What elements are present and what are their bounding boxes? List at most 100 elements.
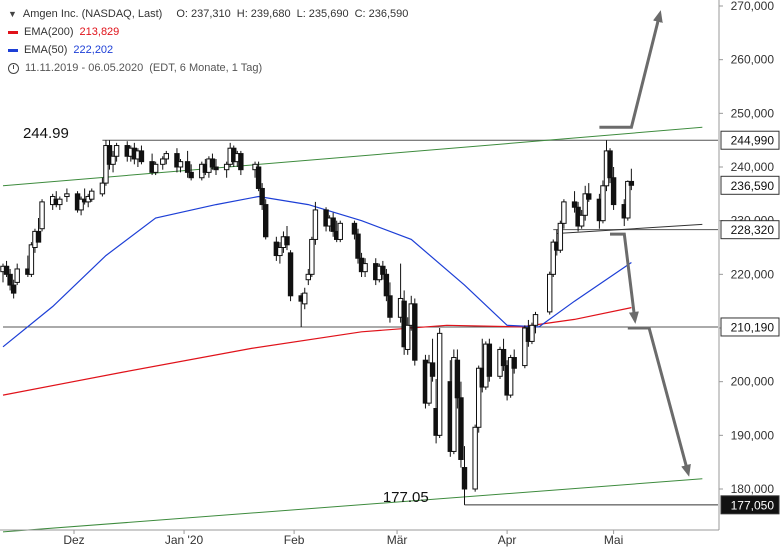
candle-body [547,273,553,313]
candle-body [57,198,63,206]
price-box-label: 244,990 [731,134,775,148]
candle [287,250,294,302]
y-tick-label: 260,000 [731,53,775,67]
ohlc-low: L: 235,690 [296,8,349,20]
candle-body [302,292,308,305]
price-box-label: 210,190 [731,320,775,334]
x-tick-label: Dez [63,533,84,547]
candle-body [138,150,145,163]
candle [305,268,312,286]
ema50-value: 222,202 [73,44,114,56]
candle-body [578,214,585,227]
candle [571,191,578,213]
candle [160,156,166,170]
y-tick-label: 190,000 [731,428,775,442]
price-box-label: 177,050 [731,498,775,512]
candle-body [238,153,244,171]
candle [263,199,269,240]
legend-period-row: 11.11.2019 - 06.05.2020 (EDT, 6 Monate, … [8,59,408,77]
candle [628,168,635,191]
candle [458,381,464,468]
candle [355,228,361,264]
candle [138,145,145,165]
price-box [720,220,780,240]
candle-body [458,397,464,460]
candle-body [607,150,613,179]
candle [550,239,556,278]
legend-ema50-row[interactable]: EMA(50) 222,202 [8,41,408,59]
x-tick-label: Mai [604,533,623,547]
candle [14,263,20,286]
candle-body [263,204,269,238]
candle-body [507,357,514,396]
candle [522,325,528,369]
candle [35,217,42,243]
candle-body [387,295,393,318]
candle [578,209,585,229]
candle-body [10,284,17,294]
legend-ema200-row[interactable]: EMA(200) 213,829 [8,23,408,41]
ohlc-high: H: 239,680 [236,8,291,20]
candle [486,338,493,382]
ema200-swatch [8,30,18,34]
candle [89,188,95,202]
y-tick-label: 270,000 [731,0,775,13]
candles-layer [0,140,635,505]
trendline-2 [556,223,703,235]
x-tick-label: Feb [284,533,305,547]
candle [28,242,35,278]
candle [500,338,507,371]
candle [557,220,564,253]
candle-body [99,182,106,195]
candle-body [89,190,95,200]
candle [405,317,411,355]
candle [461,446,468,505]
chevron-down-icon[interactable]: ▼ [8,9,17,19]
candle [106,140,113,170]
candle [188,164,194,181]
candle-body [188,171,194,179]
candle-body [571,201,578,208]
price-box [720,495,780,515]
candle-body [28,244,35,275]
candle-body [412,303,418,361]
candle-body [305,273,312,281]
y-tick-label: 250,000 [731,106,775,120]
candle [436,328,443,439]
x-tick-label: Mär [387,533,408,547]
candle-body [383,273,390,297]
price-box-label: 236,590 [731,179,775,193]
ema200-label: EMA(200) [24,26,74,38]
candle [380,260,386,280]
candle [7,268,13,291]
candle [547,271,553,315]
candle [607,148,613,184]
candle [302,287,308,310]
candle-body [628,180,635,186]
y-axis-panel [719,0,780,530]
price-box-label: 228,320 [731,223,775,237]
y-tick-label: 200,000 [731,375,775,389]
candle [284,226,290,251]
candle [426,354,432,406]
chart-overlays [2,10,718,533]
candle [238,150,244,176]
candle-body [78,198,84,211]
candle [383,268,390,302]
price-box [720,317,780,337]
candle [529,322,535,345]
candle-body [35,230,42,243]
candle-body [500,348,507,367]
candle [312,201,319,245]
candle-body [429,362,436,377]
candle [163,150,170,165]
candle-body [511,357,517,369]
candle-body [184,161,191,173]
y-tick-label: 240,000 [731,160,775,174]
candle-body [351,222,358,235]
candle-body [529,324,535,342]
candle [532,311,539,334]
annotation-label-0: 244.99 [23,125,69,142]
candle [600,180,606,224]
